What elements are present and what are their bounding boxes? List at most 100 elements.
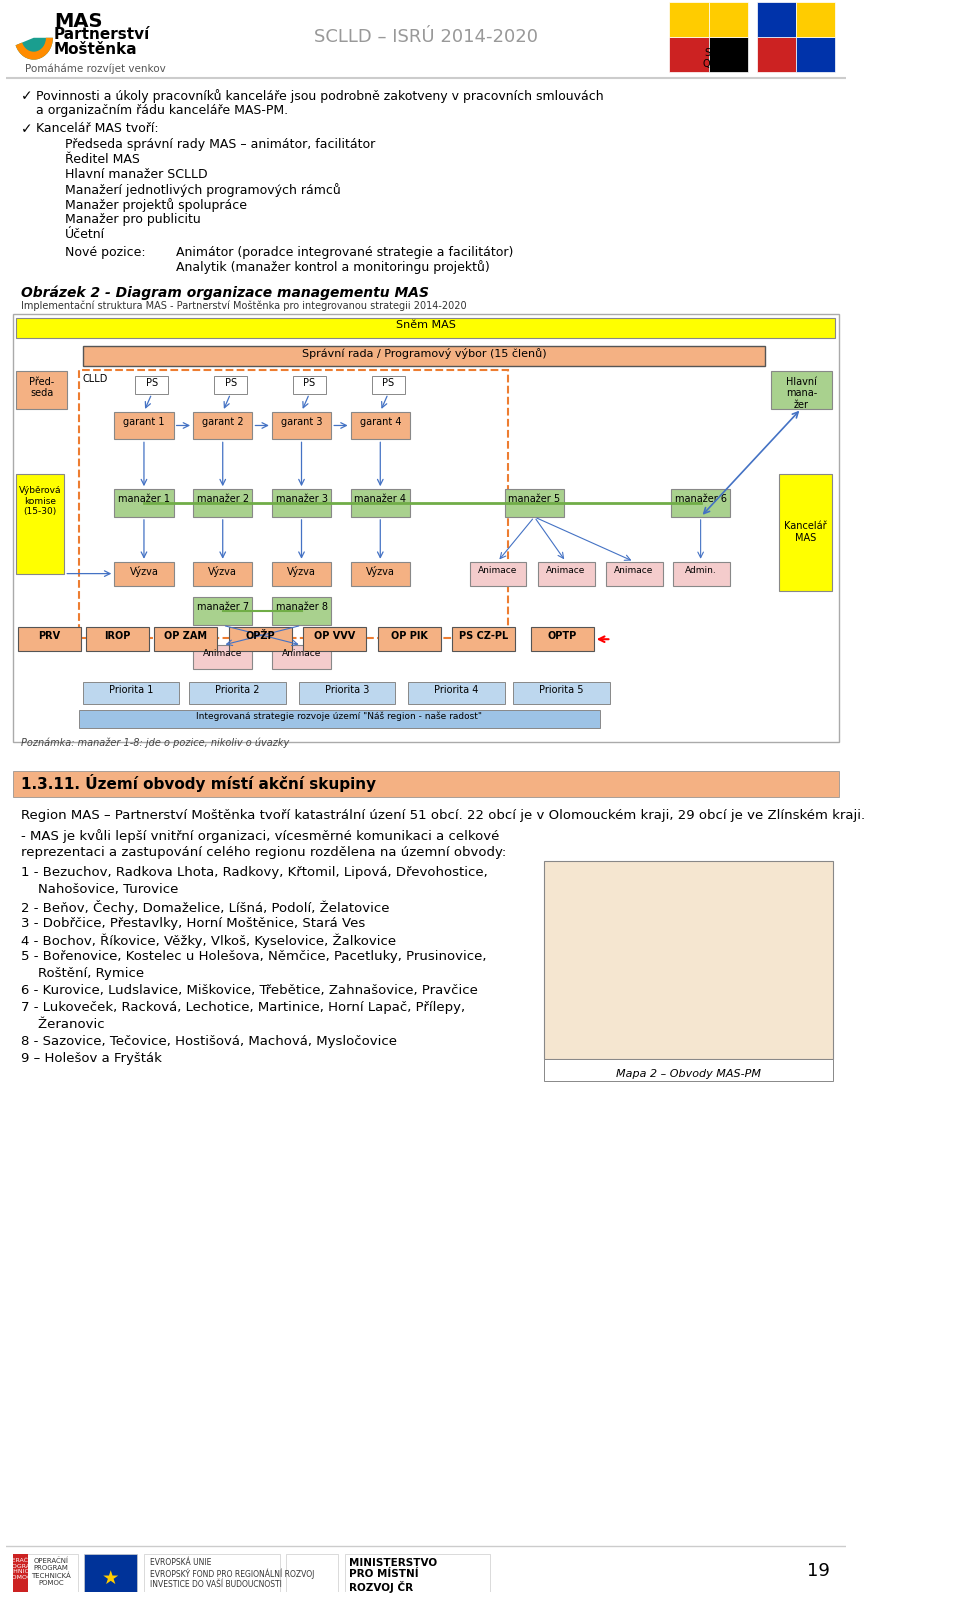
Text: PS CZ-PL: PS CZ-PL (459, 631, 508, 642)
Text: - MAS je kvůli lepší vnitřní organizaci, vícesměrné komunikaci a celkové: - MAS je kvůli lepší vnitřní organizaci,… (21, 829, 500, 844)
Bar (228, 628, 292, 652)
Bar (669, 2, 708, 37)
Text: OPŽP: OPŽP (246, 631, 276, 642)
Bar (272, 562, 331, 586)
Bar (268, 439, 335, 639)
Text: PRV: PRV (38, 631, 60, 642)
Text: PS: PS (382, 378, 395, 387)
Text: Implementační struktura MAS - Partnerství Moštěnka pro integrovanou strategii 20: Implementační struktura MAS - Partnerstv… (21, 301, 468, 311)
Text: Výzva: Výzva (208, 565, 237, 576)
Text: 4 - Bochov, Říkovice, Věžky, Vlkoš, Kyselovice, Žalkovice: 4 - Bochov, Říkovice, Věžky, Vlkoš, Kyse… (21, 933, 396, 948)
Text: 6 - Kurovice, Ludslavice, Miškovice, Třebětice, Zahnašovice, Pravčice: 6 - Kurovice, Ludslavice, Miškovice, Tře… (21, 985, 478, 997)
Text: Manažer pro publicitu: Manažer pro publicitu (65, 213, 201, 226)
Bar (83, 346, 765, 367)
Text: Před-
seda: Před- seda (29, 376, 54, 399)
Text: PS: PS (303, 378, 316, 387)
Bar (303, 628, 367, 652)
Bar (18, 628, 81, 652)
Bar (110, 439, 178, 639)
Bar (114, 488, 174, 517)
Text: Předseda správní rady MAS – animátor, facilitátor: Předseda správní rady MAS – animátor, fa… (65, 138, 375, 150)
Bar (193, 562, 252, 586)
Text: manažer 1: manažer 1 (118, 495, 170, 504)
Bar (708, 2, 748, 37)
Text: 2 - Beňov, Čechy, Domaželice, Líšná, Podolí, Želatovice: 2 - Beňov, Čechy, Domaželice, Líšná, Pod… (21, 900, 390, 914)
Bar (708, 37, 748, 72)
Text: Priorita 4: Priorita 4 (434, 685, 479, 695)
Bar (86, 628, 149, 652)
Text: IROP: IROP (105, 631, 131, 642)
Bar (372, 376, 405, 394)
Text: manažer 7: manažer 7 (197, 602, 249, 613)
Bar (796, 2, 835, 37)
Bar (189, 439, 256, 639)
Text: Hlavní
mana-
žer: Hlavní mana- žer (785, 376, 817, 410)
Text: Partnerství: Partnerství (54, 27, 150, 42)
Text: Animace: Animace (614, 565, 654, 575)
Bar (272, 597, 331, 626)
Text: EVROPSKÁ UNIE
EVROPSKÝ FOND PRO REGIONÁLNÍ ROZVOJ
INVESTICE DO VAŠÍ BUDOUCNOSTI: EVROPSKÁ UNIE EVROPSKÝ FOND PRO REGIONÁL… (150, 1558, 315, 1590)
Text: manažer 3: manažer 3 (276, 495, 327, 504)
Text: MINISTERSTVO
PRO MÍSTNÍ
ROZVOJ ČR: MINISTERSTVO PRO MÍSTNÍ ROZVOJ ČR (348, 1558, 437, 1593)
Text: Účetní: Účetní (65, 227, 106, 240)
Bar (79, 370, 508, 639)
Text: Admin.: Admin. (684, 565, 716, 575)
Text: Animace: Animace (204, 648, 243, 658)
Text: garant 3: garant 3 (280, 416, 323, 426)
Bar (12, 772, 839, 797)
Text: Manažer projektů spolupráce: Manažer projektů spolupráce (65, 199, 247, 211)
Bar (756, 2, 796, 37)
Text: Priorita 5: Priorita 5 (540, 685, 584, 695)
Bar (16, 474, 64, 573)
Bar (84, 1555, 137, 1601)
Bar (505, 488, 564, 517)
Bar (272, 488, 331, 517)
Bar (214, 376, 248, 394)
Bar (16, 319, 835, 338)
Text: manažer 2: manažer 2 (197, 495, 249, 504)
Bar (780, 474, 832, 591)
Bar (272, 411, 331, 439)
Bar (16, 371, 67, 408)
Text: garant 2: garant 2 (202, 416, 244, 426)
Text: 1 - Bezuchov, Radkova Lhota, Radkovy, Křtomil, Lipová, Dřevohostice,: 1 - Bezuchov, Radkova Lhota, Radkovy, Kř… (21, 866, 489, 879)
Text: Výzva: Výzva (366, 565, 395, 576)
Bar (83, 682, 179, 704)
Text: a organizačním řádu kanceláře MAS-PM.: a organizačním řádu kanceláře MAS-PM. (36, 104, 288, 117)
Text: Nové pozice:: Nové pozice: (65, 245, 146, 258)
Text: ★: ★ (102, 1569, 119, 1588)
Text: Ředitel MAS: Ředitel MAS (65, 154, 140, 167)
Bar (299, 682, 396, 704)
Bar (347, 439, 414, 639)
Bar (293, 376, 326, 394)
Text: Animace: Animace (478, 565, 517, 575)
Bar (114, 562, 174, 586)
Text: OPERAČNÍ
PROGRAM
TECHNICKÁ
POMOC: OPERAČNÍ PROGRAM TECHNICKÁ POMOC (2, 1558, 37, 1580)
Text: Analytik (manažer kontrol a monitoringu projektů): Analytik (manažer kontrol a monitoringu … (177, 261, 491, 274)
Text: OPTP: OPTP (548, 631, 577, 642)
Text: garant 1: garant 1 (123, 416, 165, 426)
Text: reprezentaci a zastupování celého regionu rozdělena na územní obvody:: reprezentaci a zastupování celého region… (21, 845, 507, 860)
Text: 3 - Dobřčice, Přestavlky, Horní Moštěnice, Stará Ves: 3 - Dobřčice, Přestavlky, Horní Moštěnic… (21, 917, 366, 930)
Bar (452, 628, 516, 652)
Text: Žeranovic: Žeranovic (21, 1018, 105, 1031)
Bar (756, 37, 796, 72)
Bar (193, 488, 252, 517)
Text: Priorita 1: Priorita 1 (108, 685, 153, 695)
Text: Priorita 2: Priorita 2 (215, 685, 260, 695)
Text: garant 4: garant 4 (360, 416, 401, 426)
Bar (514, 682, 610, 704)
Text: Výběrová
komise
(15-30): Výběrová komise (15-30) (18, 487, 61, 516)
Bar (606, 562, 663, 586)
Text: manažer 4: manažer 4 (354, 495, 406, 504)
Text: 8 - Sazovice, Tečovice, Hostišová, Machová, Mysločovice: 8 - Sazovice, Tečovice, Hostišová, Macho… (21, 1034, 397, 1049)
Wedge shape (15, 38, 53, 59)
Text: OP PIK: OP PIK (391, 631, 427, 642)
Bar (114, 411, 174, 439)
Text: Mapa 2 – Obvody MAS-PM: Mapa 2 – Obvody MAS-PM (616, 1069, 761, 1079)
Text: Manažerí jednotlivých programových rámců: Manažerí jednotlivých programových rámců (65, 183, 341, 197)
Bar (350, 562, 410, 586)
Text: manažer 5: manažer 5 (508, 495, 561, 504)
Text: Sněm MAS: Sněm MAS (396, 320, 456, 330)
Text: PS: PS (146, 378, 157, 387)
